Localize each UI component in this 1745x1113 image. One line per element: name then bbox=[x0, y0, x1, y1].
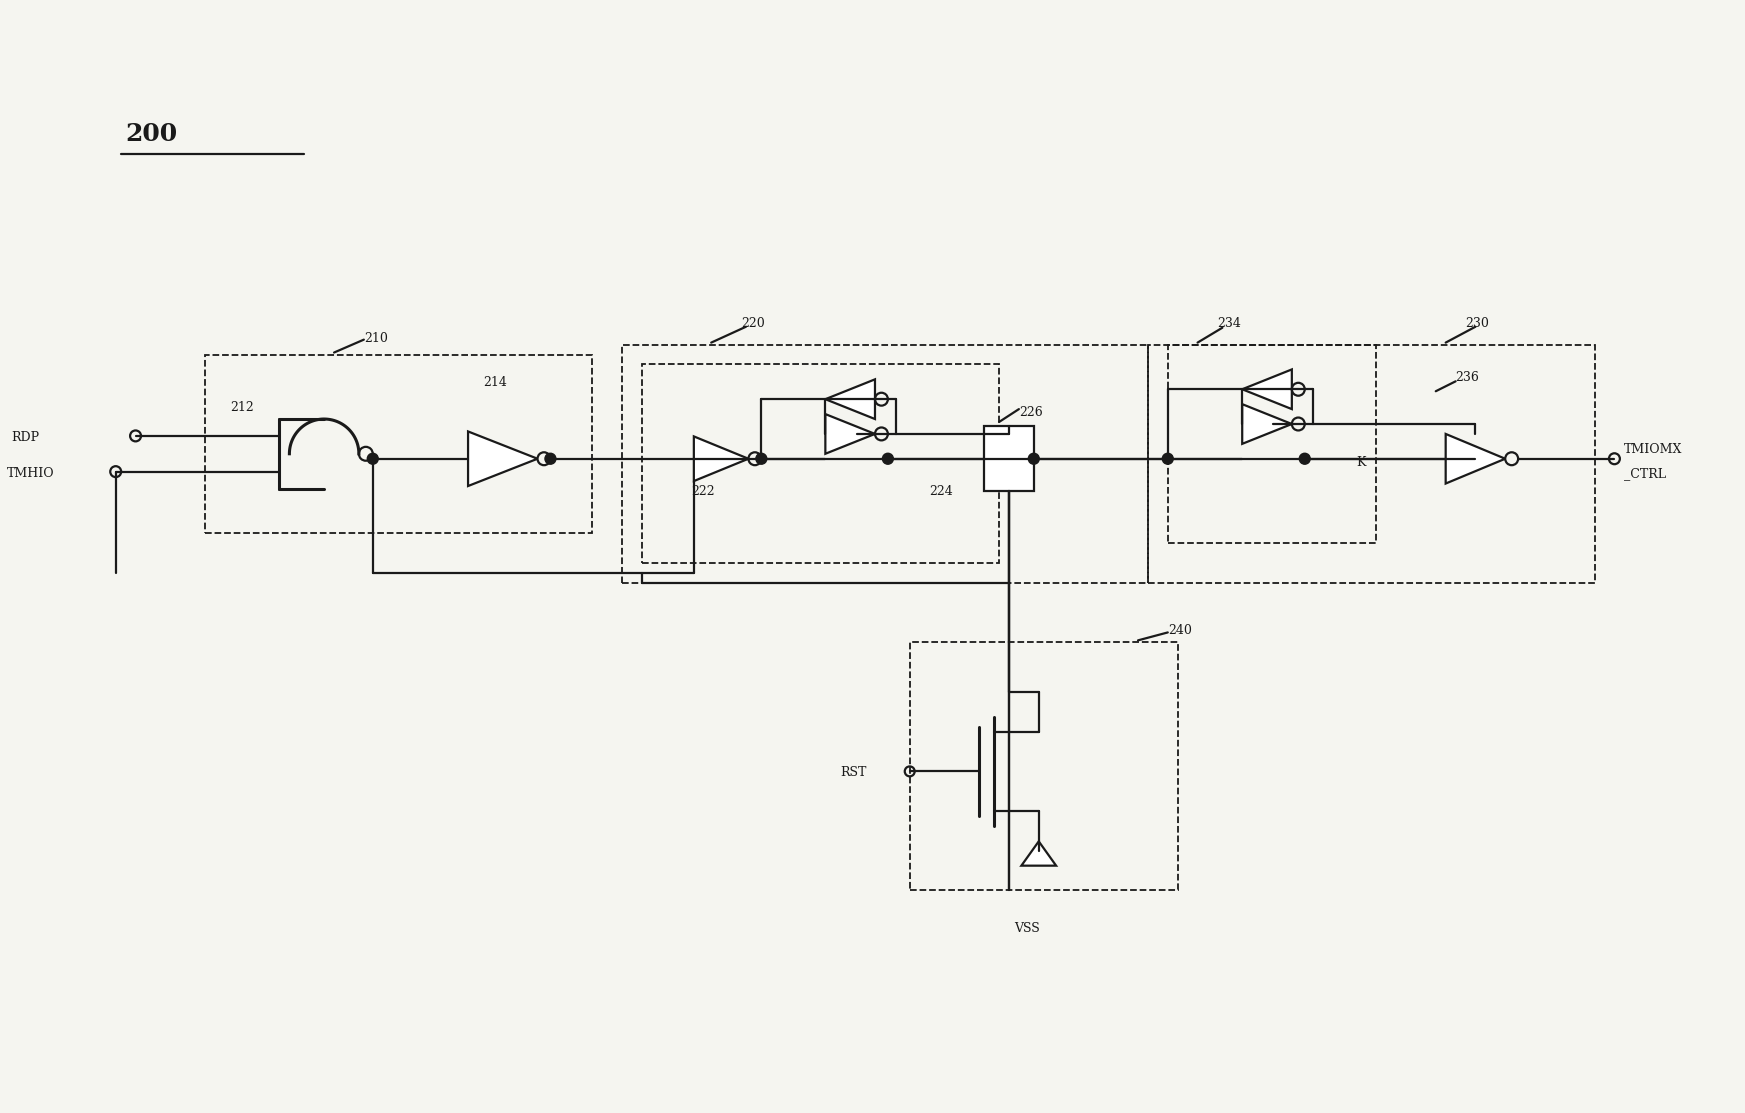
Text: 226: 226 bbox=[1019, 406, 1044, 418]
Polygon shape bbox=[468, 432, 537, 486]
Text: 222: 222 bbox=[691, 485, 715, 499]
Text: TMIOMX: TMIOMX bbox=[1625, 443, 1682, 455]
Circle shape bbox=[883, 453, 893, 464]
Polygon shape bbox=[825, 380, 874, 418]
Text: 234: 234 bbox=[1218, 317, 1241, 329]
Polygon shape bbox=[1445, 434, 1506, 483]
Text: 230: 230 bbox=[1466, 317, 1490, 329]
Text: K: K bbox=[1356, 455, 1366, 469]
Bar bbox=[642, 364, 1000, 563]
Text: 240: 240 bbox=[1167, 624, 1192, 638]
Text: 210: 210 bbox=[365, 332, 387, 345]
Text: 236: 236 bbox=[1455, 372, 1480, 384]
Text: _CTRL: _CTRL bbox=[1625, 467, 1666, 481]
Text: 224: 224 bbox=[930, 485, 953, 499]
Bar bbox=[1148, 345, 1595, 583]
Polygon shape bbox=[1242, 404, 1291, 444]
Bar bbox=[984, 426, 1033, 491]
Bar bbox=[1167, 345, 1377, 543]
Text: VSS: VSS bbox=[1014, 923, 1040, 935]
Text: RST: RST bbox=[841, 767, 867, 779]
Text: 220: 220 bbox=[742, 317, 764, 329]
Bar bbox=[204, 355, 592, 533]
Text: TMHIO: TMHIO bbox=[7, 466, 54, 480]
Polygon shape bbox=[1021, 841, 1056, 866]
Polygon shape bbox=[1242, 370, 1291, 410]
Text: RDP: RDP bbox=[12, 431, 40, 444]
Text: 212: 212 bbox=[230, 401, 253, 414]
Polygon shape bbox=[825, 414, 874, 454]
Circle shape bbox=[756, 453, 766, 464]
Circle shape bbox=[366, 453, 379, 464]
Circle shape bbox=[1300, 453, 1310, 464]
Bar bbox=[909, 642, 1178, 890]
Bar bbox=[621, 345, 1148, 583]
Circle shape bbox=[544, 453, 557, 464]
Text: 200: 200 bbox=[126, 122, 178, 146]
Text: 214: 214 bbox=[483, 376, 506, 390]
Circle shape bbox=[1162, 453, 1173, 464]
Polygon shape bbox=[695, 436, 749, 481]
Circle shape bbox=[1028, 453, 1040, 464]
